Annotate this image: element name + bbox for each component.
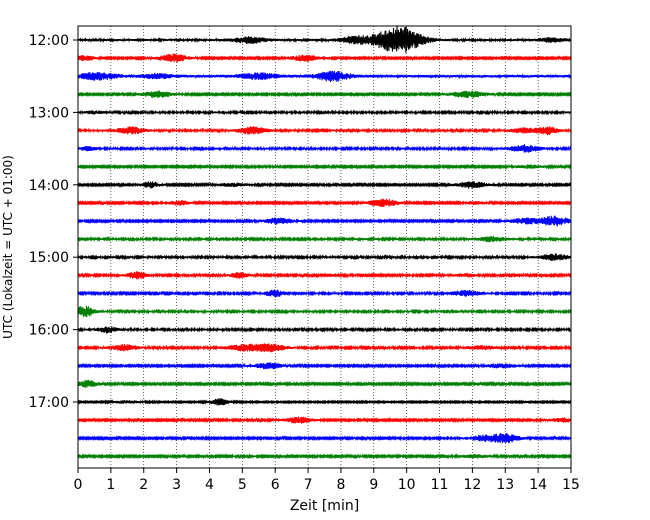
x-tick-label: 1 [106,477,115,493]
trace-1245 [77,90,572,99]
trace-1630 [77,362,572,370]
trace-1330 [77,144,572,153]
y-tick-label: 15:00 [29,250,69,266]
x-tick-label: 9 [369,477,378,493]
trace-1615 [77,343,572,353]
y-axis-label: UTC (Lokalzeit = UTC + 01:00) [1,155,15,339]
y-tick-label: 14:00 [29,178,69,194]
trace-1645 [77,379,572,388]
x-tick-label: 4 [205,477,214,493]
x-axis-label: Zeit [min] [290,498,359,514]
trace-1415 [77,198,572,208]
x-tick-label: 8 [336,477,345,493]
y-axis-ticks: 12:00 13:00 14:00 15:00 16:00 17:00 [29,33,78,411]
trace-1730 [77,432,572,444]
y-tick-label: 12:00 [29,33,69,49]
y-tick-label: 13:00 [29,105,69,121]
x-axis-ticks: 0 1 2 3 4 5 6 7 8 9 10 11 12 13 14 15 [74,468,580,493]
trace-1530 [77,289,572,298]
x-tick-label: 3 [172,477,181,493]
y-tick-label: 17:00 [29,395,69,411]
trace-1715 [77,416,572,424]
x-tick-label: 6 [271,477,280,493]
trace-1315 [77,126,572,136]
x-tick-label: 14 [529,477,547,493]
x-tick-label: 10 [398,477,416,493]
trace-1745 [77,453,572,460]
trace-1215 [77,53,572,63]
trace-1345 [77,163,572,170]
seismic-traces [77,26,572,460]
x-tick-label: 13 [496,477,514,493]
x-tick-label: 2 [139,477,148,493]
plot-frame [77,25,572,469]
trace-1200 [77,26,572,53]
x-tick-label: 5 [238,477,247,493]
x-tick-label: 0 [74,477,83,493]
x-tick-label: 11 [431,477,449,493]
y-tick-label: 16:00 [29,323,69,339]
trace-1545 [77,305,572,318]
trace-1600 [77,326,572,334]
trace-1700 [77,398,572,406]
trace-1515 [77,271,572,280]
trace-1400 [77,181,572,189]
trace-1230 [77,70,572,82]
x-tick-label: 12 [463,477,481,493]
x-tick-label: 15 [562,477,580,493]
trace-1430 [77,215,572,227]
trace-1445 [77,235,572,243]
trace-1500 [77,253,572,261]
trace-1300 [77,109,572,116]
x-tick-label: 7 [304,477,313,493]
